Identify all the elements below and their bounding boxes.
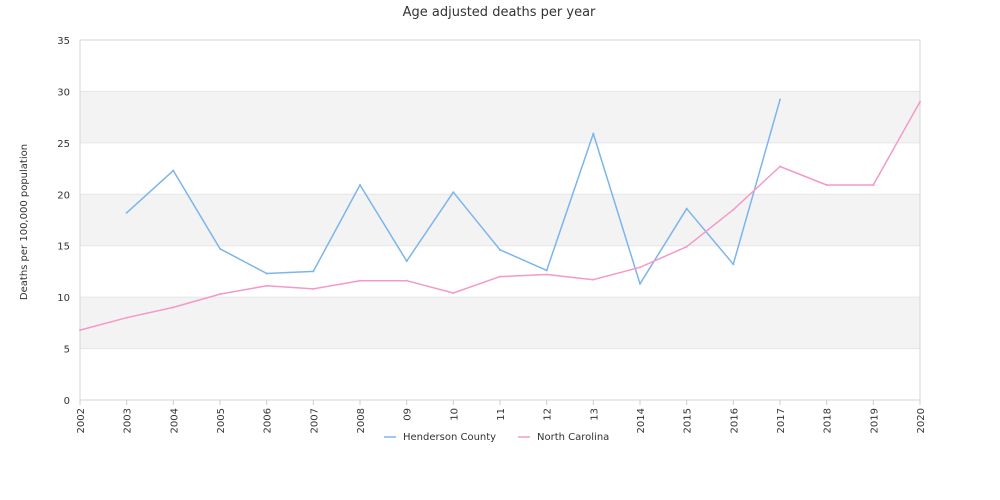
series-layer [79, 98, 921, 332]
x-tick-label: 2003 [123, 408, 134, 433]
data-point-henderson-county[interactable] [219, 247, 221, 250]
data-point-henderson-county[interactable] [545, 269, 548, 272]
x-tick-label: 2018 [823, 408, 834, 433]
grid-band [80, 194, 920, 246]
x-tick-label: 2019 [869, 408, 880, 433]
grid-band [80, 297, 920, 349]
data-point-north-carolina[interactable] [172, 306, 175, 309]
x-tick-label: 10 [449, 408, 460, 421]
grid-bands [80, 91, 920, 349]
data-point-henderson-county[interactable] [172, 169, 175, 172]
x-tick-label: 2007 [309, 408, 320, 433]
data-point-north-carolina[interactable] [499, 275, 501, 278]
y-tick-label: 15 [57, 242, 70, 253]
x-tick-label: 2008 [356, 408, 367, 433]
x-axis-ticks: 2002 2003 2004 2005 2006 2007 2008 09 10 11 12 13 20… [76, 400, 927, 433]
data-point-north-carolina[interactable] [405, 279, 408, 282]
data-point-henderson-county[interactable] [312, 270, 315, 273]
y-tick-label: 0 [64, 396, 70, 407]
y-tick-label: 25 [57, 139, 70, 150]
y-tick-label: 20 [57, 190, 70, 201]
data-point-north-carolina[interactable] [592, 278, 595, 281]
data-point-henderson-county[interactable] [499, 248, 501, 251]
x-tick-label: 2004 [169, 408, 180, 433]
y-tick-label: 30 [57, 87, 70, 98]
data-point-henderson-county[interactable] [265, 272, 268, 275]
x-tick-label: 2002 [76, 408, 87, 433]
grid-band [80, 91, 920, 143]
data-point-north-carolina[interactable] [265, 284, 268, 287]
data-point-henderson-county[interactable] [452, 191, 455, 194]
data-point-henderson-county[interactable] [125, 211, 128, 214]
y-tick-label: 10 [57, 293, 70, 304]
data-point-north-carolina[interactable] [779, 165, 781, 168]
data-point-north-carolina[interactable] [79, 329, 81, 332]
data-point-henderson-county[interactable] [405, 260, 408, 263]
legend-label-north-carolina[interactable]: North Carolina [537, 432, 609, 443]
data-point-north-carolina[interactable] [545, 273, 548, 276]
data-point-north-carolina[interactable] [919, 100, 921, 103]
data-point-henderson-county[interactable] [779, 98, 781, 101]
data-point-henderson-county[interactable] [639, 282, 641, 285]
data-point-henderson-county[interactable] [685, 207, 688, 210]
data-point-north-carolina[interactable] [125, 316, 128, 319]
gridlines [80, 39, 920, 401]
y-tick-label: 35 [57, 36, 70, 47]
x-tick-label: 2005 [216, 408, 227, 433]
data-point-north-carolina[interactable] [359, 279, 361, 282]
data-point-henderson-county[interactable] [732, 263, 735, 266]
x-tick-label: 12 [543, 408, 554, 421]
x-tick-label: 2015 [683, 408, 694, 433]
x-tick-label: 2006 [263, 408, 274, 433]
y-axis-ticks: 0 5 10 15 20 25 30 35 [57, 36, 70, 407]
legend: Henderson County North Carolina [384, 432, 609, 443]
x-tick-label: 2017 [776, 408, 787, 433]
x-tick-label: 2020 [916, 408, 927, 433]
data-point-henderson-county[interactable] [592, 132, 595, 135]
x-tick-label: 13 [589, 408, 600, 421]
data-point-north-carolina[interactable] [825, 184, 828, 187]
x-tick-label: 09 [403, 408, 414, 421]
x-tick-label: 2014 [636, 408, 647, 433]
data-point-north-carolina[interactable] [312, 287, 315, 290]
x-tick-label: 2016 [729, 408, 740, 433]
x-tick-label: 11 [496, 408, 507, 421]
y-axis-label: Deaths per 100,000 population [19, 144, 30, 300]
data-point-north-carolina[interactable] [732, 208, 735, 211]
legend-label-henderson-county[interactable]: Henderson County [403, 432, 496, 443]
y-tick-label: 5 [64, 345, 70, 356]
data-point-north-carolina[interactable] [219, 293, 221, 296]
data-point-north-carolina[interactable] [639, 266, 641, 269]
data-point-north-carolina[interactable] [872, 184, 875, 187]
data-point-henderson-county[interactable] [359, 184, 361, 187]
chart-title: Age adjusted deaths per year [403, 5, 596, 20]
data-point-north-carolina[interactable] [452, 292, 455, 295]
data-point-north-carolina[interactable] [685, 245, 688, 248]
